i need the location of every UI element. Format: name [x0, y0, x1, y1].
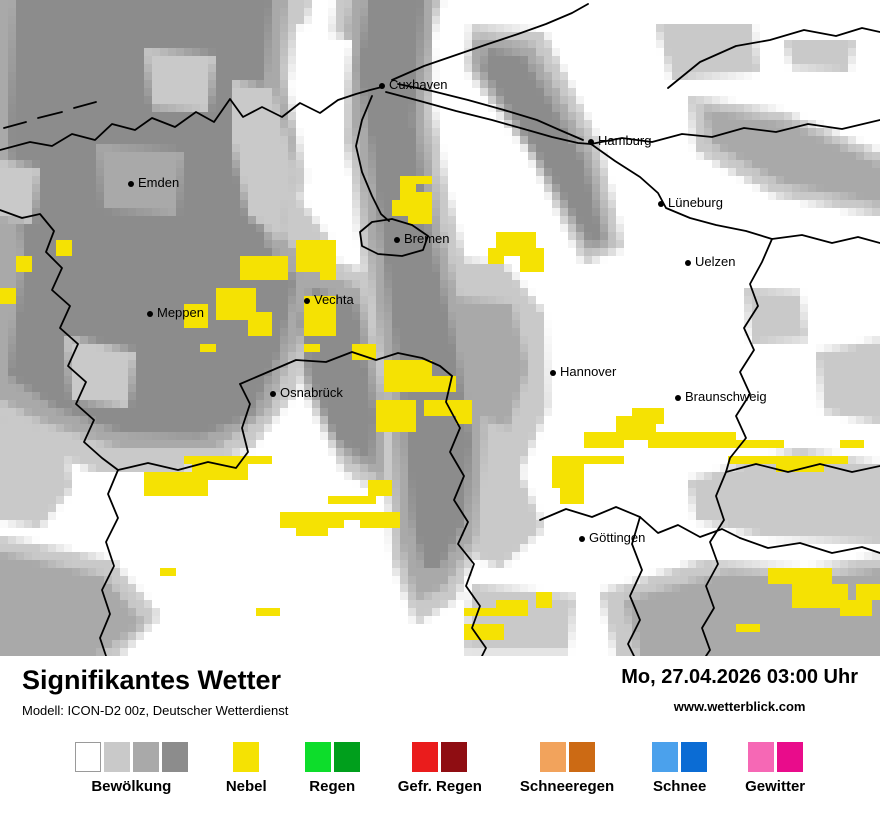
- legend-swatches: [304, 741, 360, 772]
- border-line: [359, 218, 429, 257]
- city-dot-icon: [685, 260, 691, 266]
- city-dot-icon: [394, 237, 400, 243]
- border-line: [539, 506, 741, 539]
- border-line: [397, 83, 584, 141]
- border-line: [590, 119, 880, 145]
- footer-header-row: Signifikantes Wetter Modell: ICON-D2 00z…: [22, 665, 858, 718]
- city-label: Cuxhaven: [389, 77, 448, 92]
- legend-swatch: [132, 741, 159, 772]
- city-markers: Cuxhaven Hamburg Emden Lüneburg Bremen Uelzen…: [128, 77, 767, 545]
- border-line: [37, 111, 63, 119]
- city-label: Bremen: [404, 231, 450, 246]
- map-footer: Signifikantes Wetter Modell: ICON-D2 00z…: [0, 656, 880, 795]
- border-line: [725, 463, 880, 473]
- city-dot-icon: [675, 395, 681, 401]
- border-line: [725, 238, 773, 473]
- legend-swatches: [747, 741, 803, 772]
- border-line: [117, 383, 251, 471]
- city-dot-icon: [304, 298, 310, 304]
- legend-group-schnee: Schnee: [652, 741, 708, 795]
- city-label: Emden: [138, 175, 180, 190]
- legend-label: Nebel: [225, 777, 267, 795]
- legend-swatch: [441, 741, 468, 772]
- border-line: [0, 86, 383, 151]
- legend-swatch: [304, 741, 331, 772]
- border-line: [701, 471, 727, 656]
- legend-label: Schneeregen: [519, 777, 615, 795]
- border-line: [239, 351, 453, 385]
- legend-group-schneeregen: Schneeregen: [519, 741, 615, 795]
- city-dot-icon: [658, 201, 664, 207]
- legend-swatches: [233, 741, 260, 772]
- border-line: [391, 3, 589, 81]
- city-dot-icon: [579, 536, 585, 542]
- city-label: Hamburg: [598, 133, 652, 148]
- legend-swatch: [412, 741, 439, 772]
- legend-label: Schnee: [652, 777, 707, 795]
- border-line: [99, 469, 119, 656]
- weather-map: Cuxhaven Hamburg Emden Lüneburg Bremen Uelzen…: [0, 0, 880, 656]
- city-label: Hannover: [560, 364, 617, 379]
- forecast-datetime: Mo, 27.04.2026 03:00 Uhr: [621, 666, 858, 688]
- city-dot-icon: [270, 391, 276, 397]
- border-line: [445, 375, 487, 656]
- legend-swatch: [161, 741, 188, 772]
- city-dot-icon: [379, 83, 385, 89]
- cloud-fog-layer: [0, 0, 880, 656]
- city-label: Osnabrück: [280, 385, 343, 400]
- border-line: [355, 95, 390, 222]
- legend-group-gefrregen: Gefr. Regen: [397, 741, 482, 795]
- border-layer: [0, 3, 880, 656]
- model-subtitle: Modell: ICON-D2 00z, Deutscher Wetterdie…: [22, 702, 289, 718]
- legend-group-bewlkung: Bewölkung: [74, 741, 188, 795]
- legend-label: Regen: [309, 777, 356, 795]
- legend-swatches: [652, 741, 708, 772]
- legend-swatch: [747, 741, 774, 772]
- city-label: Braunschweig: [685, 389, 767, 404]
- city-label: Uelzen: [695, 254, 736, 269]
- legend-swatch: [333, 741, 360, 772]
- legend-group-nebel: Nebel: [225, 741, 267, 795]
- page-title: Signifikantes Wetter: [22, 665, 282, 695]
- legend-swatch: [74, 741, 101, 772]
- border-line: [590, 143, 880, 244]
- city-dot-icon: [147, 311, 153, 317]
- border-line: [385, 91, 592, 145]
- legend-swatch: [652, 741, 679, 772]
- legend-label: Gewitter: [745, 777, 806, 795]
- footer-left: Signifikantes Wetter Modell: ICON-D2 00z…: [22, 665, 289, 718]
- city-label: Göttingen: [589, 530, 646, 545]
- city-dot-icon: [588, 139, 594, 145]
- legend-swatches: [412, 741, 468, 772]
- legend-swatches: [539, 741, 595, 772]
- border-line: [3, 121, 27, 129]
- border-line: [73, 101, 97, 109]
- city-dot-icon: [550, 370, 556, 376]
- legend-swatch: [681, 741, 708, 772]
- border-line: [739, 537, 880, 554]
- city-dot-icon: [128, 181, 134, 187]
- legend-swatch: [539, 741, 566, 772]
- legend-swatch: [568, 741, 595, 772]
- legend-label: Bewölkung: [91, 777, 172, 795]
- legend-swatch: [233, 741, 260, 772]
- legend-swatch: [776, 741, 803, 772]
- border-line: [627, 516, 643, 656]
- border-line: [0, 209, 119, 471]
- border-line: [667, 27, 880, 89]
- legend-label: Gefr. Regen: [397, 777, 482, 795]
- legend-swatches: [74, 741, 188, 772]
- website-label: www.wetterblick.com: [673, 699, 806, 714]
- footer-right: Mo, 27.04.2026 03:00 Uhr www.wetterblick…: [621, 666, 858, 714]
- legend-group-regen: Regen: [304, 741, 360, 795]
- legend-swatch: [103, 741, 130, 772]
- city-label: Vechta: [314, 292, 354, 307]
- city-label: Meppen: [157, 305, 204, 320]
- legend-group-gewitter: Gewitter: [745, 741, 806, 795]
- weather-legend: Bewölkung Nebel Regen Gefr. Regen Schneerege…: [22, 741, 858, 795]
- city-label: Lüneburg: [668, 195, 723, 210]
